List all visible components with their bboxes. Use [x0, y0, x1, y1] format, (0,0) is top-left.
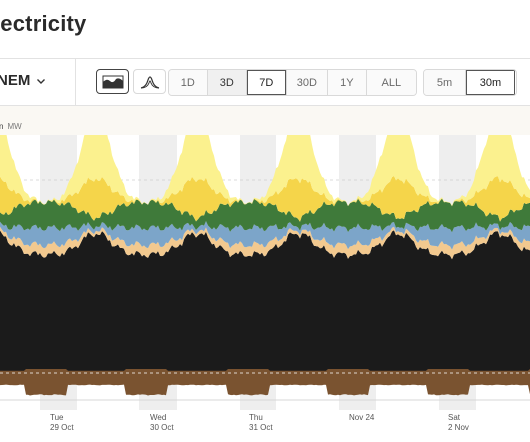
- interval-30m-button[interactable]: 30m: [466, 70, 515, 95]
- interval-selector: 5m 30m: [423, 69, 517, 96]
- x-tick-line2: 31 Oct: [249, 423, 273, 432]
- unit-label: MW: [7, 122, 22, 131]
- x-tick-label: Tue 29 Oct: [50, 413, 74, 433]
- x-tick-line2: 30 Oct: [150, 423, 174, 432]
- region-label: NEM: [0, 72, 31, 89]
- range-1y-button[interactable]: 1Y: [328, 70, 367, 95]
- interval-5m-button[interactable]: 5m: [424, 70, 466, 95]
- page-title: lectricity: [0, 11, 87, 36]
- range-3d-button[interactable]: 3D: [207, 70, 248, 95]
- range-30d-button[interactable]: 30D: [286, 70, 329, 95]
- area-chart-icon: [102, 75, 123, 88]
- x-tick-label: Wed 30 Oct: [150, 413, 174, 433]
- x-tick-line1: Wed: [150, 413, 167, 422]
- range-all-button[interactable]: ALL: [366, 70, 416, 95]
- chart-header: [0, 106, 530, 135]
- line-chart-button[interactable]: [133, 69, 166, 94]
- x-tick-line2: 29 Oct: [50, 423, 74, 432]
- range-selector: 1D 3D 7D 30D 1Y ALL: [168, 69, 417, 96]
- chart-type-toggle: [96, 69, 166, 94]
- area-chart-button[interactable]: [96, 69, 129, 94]
- chevron-down-icon: [37, 78, 46, 84]
- series-area-4: [0, 176, 530, 222]
- x-tick-label: Nov 24: [349, 413, 374, 423]
- series-area-5: [0, 135, 530, 206]
- x-tick-line1: Sat: [448, 413, 461, 422]
- x-tick-line2: 2 Nov: [448, 423, 469, 432]
- series-area-0: [0, 230, 530, 373]
- region-selector[interactable]: NEM: [0, 72, 47, 89]
- range-1d-button[interactable]: 1D: [169, 70, 208, 95]
- divider: [0, 105, 530, 106]
- x-tick-label: Thu 31 Oct: [249, 413, 273, 433]
- range-7d-button[interactable]: 7D: [247, 70, 287, 95]
- line-chart-icon: [140, 75, 159, 89]
- generation-chart[interactable]: [0, 135, 530, 410]
- series-area-2: [0, 221, 530, 250]
- negative-series-area: [0, 369, 530, 396]
- divider: [75, 59, 76, 105]
- series-area-1: [0, 226, 530, 260]
- x-tick-line1: Tue: [50, 413, 64, 422]
- chart-header-label: n MW: [0, 122, 22, 131]
- x-tick-line1: Thu: [249, 413, 263, 422]
- chart-label: n: [0, 122, 4, 131]
- x-tick-label: Sat 2 Nov: [448, 413, 469, 433]
- divider: [0, 58, 530, 59]
- series-area-3: [0, 198, 530, 233]
- x-tick-line1: Nov 24: [349, 413, 375, 422]
